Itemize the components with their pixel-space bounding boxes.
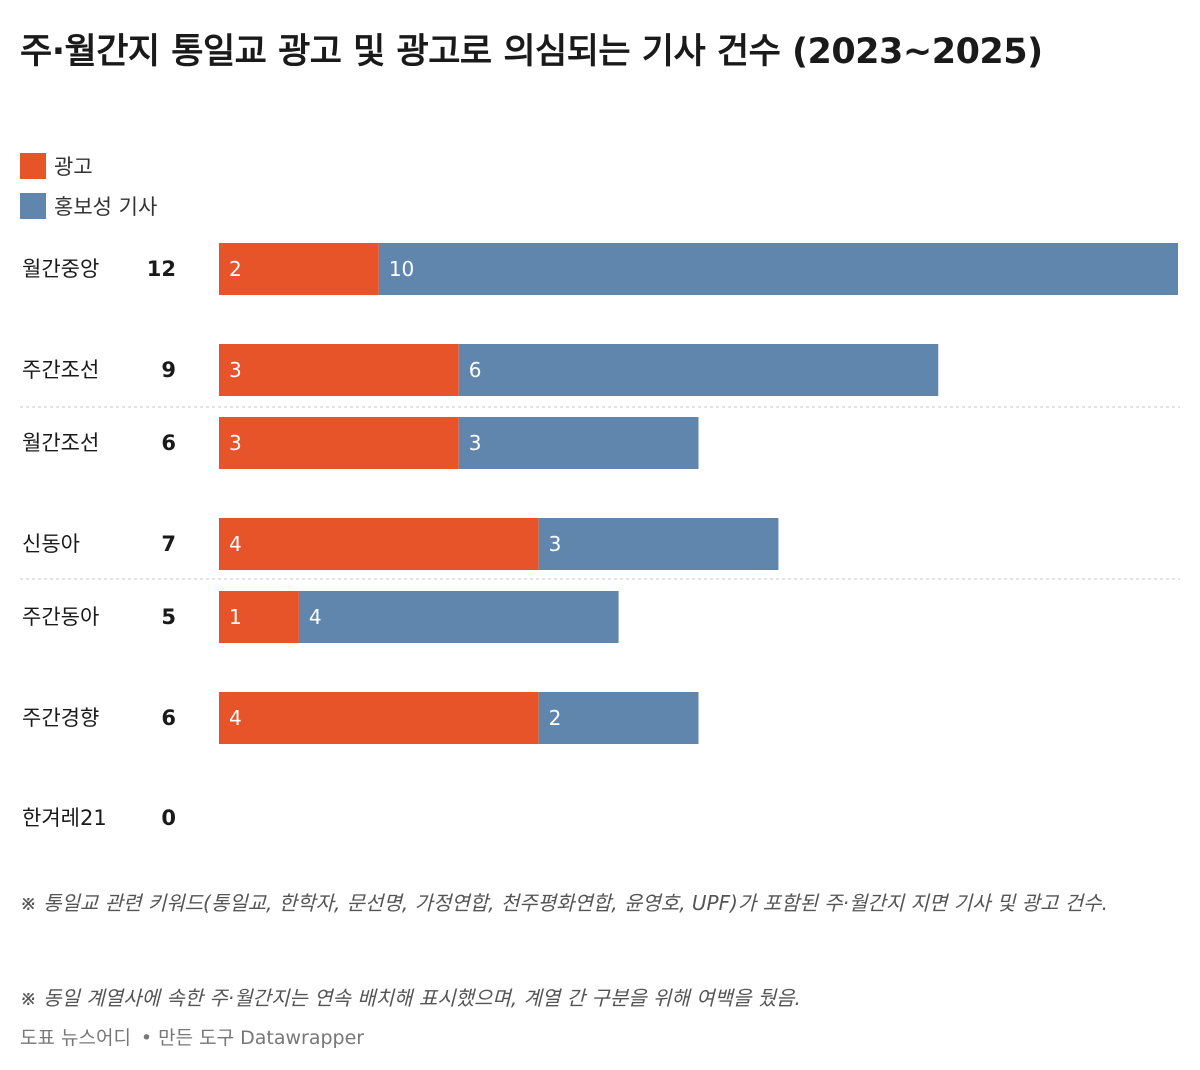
bar-segment-ad bbox=[219, 692, 539, 744]
bar-value-label: 3 bbox=[549, 532, 562, 556]
category-label: 신동아 bbox=[22, 532, 80, 556]
bar-segment-promo bbox=[298, 591, 619, 643]
footnote-grouping: ※ 동일 계열사에 속한 주·월간지는 연속 배치해 표시했으며, 계열 간 구… bbox=[20, 986, 801, 1010]
total-label: 0 bbox=[161, 806, 176, 830]
bar-value-label: 6 bbox=[469, 358, 482, 382]
category-label: 한겨레21 bbox=[22, 806, 107, 830]
legend-item-promo: 홍보성 기사 bbox=[20, 186, 157, 226]
category-label: 주간조선 bbox=[22, 358, 99, 382]
total-label: 6 bbox=[161, 706, 176, 730]
bar-segment-ad bbox=[219, 344, 459, 396]
bar-segment-promo bbox=[378, 243, 1178, 295]
bar-segment-promo bbox=[458, 344, 939, 396]
footer-credits: 도표 뉴스어디 • 만든 도구 Datawrapper bbox=[20, 1023, 364, 1050]
bar-segment-promo bbox=[458, 417, 699, 469]
bar-segment-ad bbox=[219, 591, 299, 643]
total-label: 7 bbox=[161, 532, 176, 556]
bar-value-label: 2 bbox=[229, 257, 242, 281]
footer-source: 도표 뉴스어디 bbox=[20, 1027, 131, 1049]
bar-segment-ad bbox=[219, 417, 459, 469]
bar-value-label: 1 bbox=[229, 605, 242, 629]
legend-label-promo: 홍보성 기사 bbox=[54, 195, 158, 219]
legend-item-ad: 광고 bbox=[20, 146, 157, 186]
footer-tool: 만든 도구 Datawrapper bbox=[158, 1027, 365, 1049]
bar-value-label: 3 bbox=[229, 431, 242, 455]
footer-separator-dot: • bbox=[140, 1027, 153, 1049]
category-label: 월간중앙 bbox=[22, 257, 99, 281]
bar-segment-ad bbox=[219, 243, 379, 295]
legend-swatch-promo bbox=[20, 193, 46, 219]
bar-value-label: 10 bbox=[389, 257, 414, 281]
bar-value-label: 4 bbox=[309, 605, 322, 629]
bar-value-label: 4 bbox=[229, 706, 242, 730]
category-label: 주간동아 bbox=[22, 605, 99, 629]
total-label: 12 bbox=[147, 257, 176, 281]
bar-value-label: 2 bbox=[549, 706, 562, 730]
bar-value-label: 4 bbox=[229, 532, 242, 556]
legend-swatch-ad bbox=[20, 153, 46, 179]
legend: 광고 홍보성 기사 bbox=[20, 146, 157, 226]
bar-segment-promo bbox=[538, 692, 699, 744]
footnote-keywords: ※ 통일교 관련 키워드(통일교, 한학자, 문선명, 가정연합, 천주평화연합… bbox=[20, 891, 1108, 915]
category-label: 월간조선 bbox=[22, 431, 99, 455]
legend-label-ad: 광고 bbox=[54, 155, 93, 179]
total-label: 9 bbox=[161, 358, 176, 382]
total-label: 6 bbox=[161, 431, 176, 455]
bar-segment-promo bbox=[538, 518, 779, 570]
chart-title: 주·월간지 통일교 광고 및 광고로 의심되는 기사 건수 (2023~2025… bbox=[20, 32, 1043, 72]
total-label: 5 bbox=[161, 605, 176, 629]
bar-value-label: 3 bbox=[229, 358, 242, 382]
category-label: 주간경향 bbox=[22, 706, 99, 730]
bar-value-label: 3 bbox=[469, 431, 482, 455]
bar-segment-ad bbox=[219, 518, 539, 570]
